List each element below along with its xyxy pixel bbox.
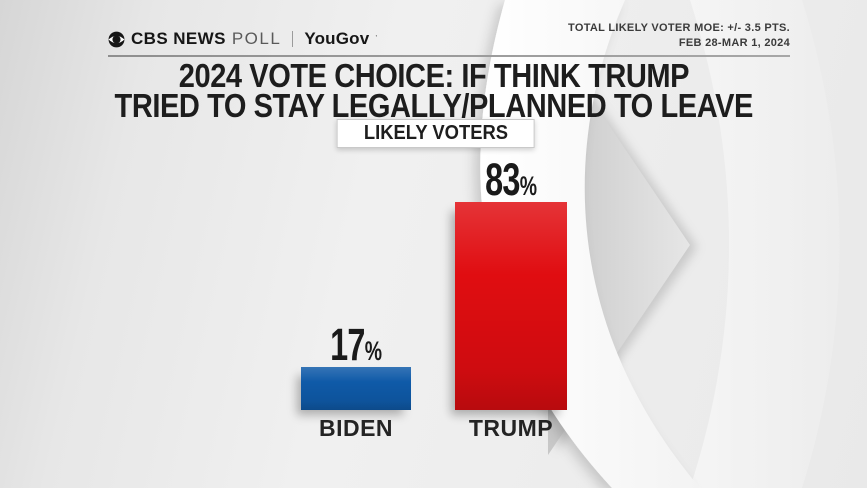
trump-bar-group: 83% TRUMP: [455, 157, 567, 441]
cbs-eye-icon: [108, 31, 125, 48]
moe-line2: FEB 28-MAR 1, 2024: [678, 37, 790, 49]
trump-value-percent-sign: %: [519, 171, 537, 201]
biden-bar: [301, 367, 411, 410]
cbs-news-poll-logo: CBS NEWS POLL YouGov ’: [108, 29, 377, 49]
likely-voters-badge: LIKELY VOTERS: [336, 119, 535, 148]
page-title: 2024 VOTE CHOICE: IF THINK TRUMP TRIED T…: [0, 57, 867, 124]
logo-divider: [292, 31, 294, 47]
biden-category-label: BIDEN: [318, 415, 394, 441]
title-line1: 2024 VOTE CHOICE: IF THINK TRUMP: [178, 57, 689, 94]
cbs-news-wordmark: CBS NEWS: [131, 29, 226, 48]
title-line2: TRIED TO STAY LEGALLY/PLANNED TO LEAVE: [114, 87, 753, 124]
moe-note: TOTAL LIKELY VOTER MOE: +/- 3.5 PTS. FEB…: [568, 21, 790, 51]
moe-line1: TOTAL LIKELY VOTER MOE: +/- 3.5 PTS.: [568, 22, 790, 34]
header-rule: [108, 55, 790, 57]
biden-value-number: 17: [330, 319, 365, 370]
likely-voters-label: LIKELY VOTERS: [363, 122, 508, 144]
poll-wordmark: POLL: [231, 29, 282, 48]
biden-bar-group: 17% BIDEN: [301, 322, 411, 441]
trump-value-label: 83%: [485, 157, 537, 202]
trump-bar: [455, 202, 567, 410]
trump-value-number: 83: [485, 154, 520, 205]
biden-value-percent-sign: %: [364, 336, 382, 366]
yougov-trademark: ’: [375, 34, 378, 43]
trump-category-label: TRUMP: [468, 415, 554, 441]
biden-value-label: 17%: [330, 322, 382, 367]
yougov-wordmark: YouGov: [304, 29, 370, 48]
